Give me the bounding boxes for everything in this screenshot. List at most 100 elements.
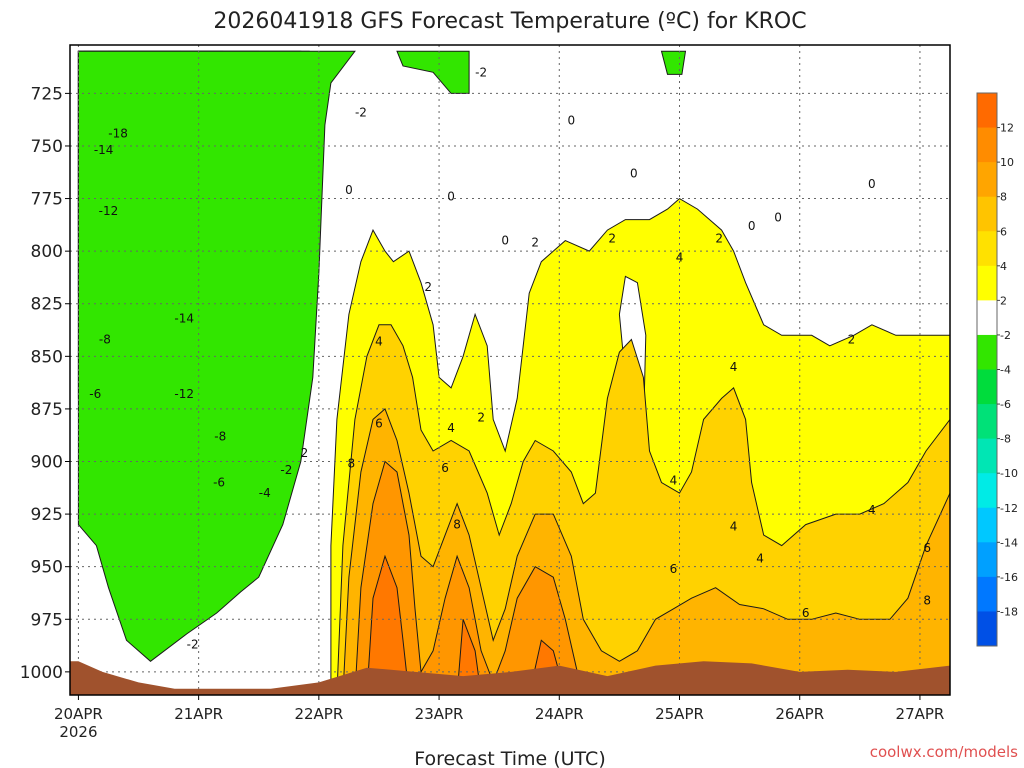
colorbar-swatch — [977, 507, 997, 543]
colorbar-swatch — [977, 196, 997, 232]
y-tick-label: 1000 — [20, 663, 63, 683]
colorbar-swatch — [977, 438, 997, 474]
contour-label: 4 — [447, 421, 455, 435]
colorbar-swatch — [977, 404, 997, 440]
contour-label: 8 — [347, 457, 355, 471]
x-tick-label: 27APR — [896, 705, 945, 723]
contour-temp_10 — [366, 554, 410, 695]
colorbar-swatch — [977, 611, 997, 647]
y-tick-label: 950 — [31, 558, 63, 578]
contour-label: 0 — [630, 166, 638, 180]
contour-label: 6 — [375, 417, 383, 431]
colorbar-label: 12 — [1000, 122, 1014, 135]
contour-label: 4 — [670, 473, 678, 487]
contour-label: 0 — [567, 114, 575, 128]
contour-label: 2 — [301, 446, 309, 460]
contour-label: 2 — [477, 410, 485, 424]
plot-frame — [69, 44, 951, 696]
colorbar-label: -8 — [1000, 433, 1011, 446]
x-tick-label: 22APR — [294, 705, 343, 723]
temperature-fills — [77, 50, 950, 695]
y-tick-label: 825 — [31, 295, 63, 315]
colorbar-label: -2 — [1000, 329, 1011, 342]
contour-label: -8 — [214, 429, 226, 443]
contour-label: 0 — [774, 210, 782, 224]
colorbar-label: -12 — [1000, 502, 1018, 515]
y-tick-label: 750 — [31, 137, 63, 157]
contour-label: 6 — [923, 541, 931, 555]
contour-label: -4 — [259, 486, 271, 500]
x-tick-label: 25APR — [655, 705, 704, 723]
contour-temp_4 — [336, 324, 950, 695]
contour-labels: -14 -18 -12 -8 -6 -14 -12 -8 -6 -4 -2 -2 2 -2 -2 0 0 0 2 0 0… — [89, 65, 931, 651]
x-tick-label: 26APR — [775, 705, 824, 723]
contour-label: 4 — [868, 503, 876, 517]
y-axis: 725 750 775 800 825 850 875 900 925 950 975 1000 — [20, 84, 70, 683]
colorbar-swatch — [977, 162, 997, 198]
x-tick-label: 23APR — [415, 705, 464, 723]
colorbar-label: 10 — [1000, 156, 1014, 169]
contour-label: 2 — [608, 232, 616, 246]
contour-label: 4 — [375, 335, 383, 349]
colorbar-swatch — [977, 542, 997, 578]
colorbar-swatch — [977, 576, 997, 612]
colorbar-label: 8 — [1000, 191, 1007, 204]
contour-temp_-4 — [77, 50, 356, 662]
contour-label: -12 — [174, 387, 194, 401]
contour-label: 2 — [848, 332, 856, 346]
y-tick-label: 725 — [31, 84, 63, 104]
colorbar-label: -16 — [1000, 571, 1018, 584]
contour-temp_-4_upper — [396, 50, 470, 94]
y-tick-label: 925 — [31, 505, 63, 525]
contour-label: 0 — [868, 177, 876, 191]
y-tick-label: 800 — [31, 242, 63, 262]
contour-label: -6 — [213, 476, 225, 490]
colorbar-swatch — [977, 265, 997, 301]
colorbar-legend: 12 10 8 6 4 2 -2 -4 -6 -8 -10 -12 -14 -16 -18 — [976, 92, 1018, 647]
contour-label: 2 — [715, 232, 723, 246]
colorbar-label: -18 — [1000, 605, 1018, 618]
colorbar-swatch — [977, 300, 997, 336]
contour-label: -6 — [89, 387, 101, 401]
contour-label: 6 — [802, 606, 810, 620]
colorbar-swatch — [977, 93, 997, 129]
y-tick-label: 850 — [31, 347, 63, 367]
colorbar-label: -14 — [1000, 536, 1018, 549]
contour-label: 2 — [424, 280, 432, 294]
colorbar-swatch — [977, 334, 997, 370]
contour-label: 4 — [730, 520, 738, 534]
y-tick-label: 875 — [31, 400, 63, 420]
contour-label: 4 — [730, 360, 738, 374]
colorbar-swatch — [977, 231, 997, 267]
contour-label: 4 — [676, 250, 684, 264]
contour-label: -12 — [99, 204, 119, 218]
chart-title: 2026041918 GFS Forecast Temperature (ºC)… — [213, 9, 806, 34]
contour-label: 0 — [501, 234, 509, 248]
contour-label: 0 — [345, 183, 353, 197]
terrain-surface — [70, 661, 950, 695]
x-axis-label: Forecast Time (UTC) — [414, 748, 605, 768]
contour-label: -8 — [99, 332, 111, 346]
contour-label: -18 — [108, 126, 128, 140]
colorbar-swatch — [977, 127, 997, 163]
contour-label: -14 — [94, 143, 114, 157]
contour-label: 0 — [748, 219, 756, 233]
contour-label: 2 — [531, 236, 539, 250]
x-tick-label: 20APR — [54, 705, 103, 723]
colorbar-label: 2 — [1000, 294, 1007, 307]
terrain-layer — [70, 661, 950, 695]
contour-label: -2 — [475, 65, 487, 79]
x-tick-label: 24APR — [535, 705, 584, 723]
y-tick-label: 775 — [31, 190, 63, 210]
contour-label: 0 — [447, 189, 455, 203]
colorbar-swatch — [977, 369, 997, 405]
x-tick-label: 21APR — [174, 705, 223, 723]
colorbar-label: -4 — [1000, 364, 1011, 377]
contour-label: 6 — [441, 461, 449, 475]
y-tick-label: 900 — [31, 453, 63, 473]
contour-label: -2 — [187, 638, 199, 652]
credit-link[interactable]: coolwx.com/models — [870, 743, 1018, 761]
x-tick-sublabel: 2026 — [59, 723, 97, 741]
